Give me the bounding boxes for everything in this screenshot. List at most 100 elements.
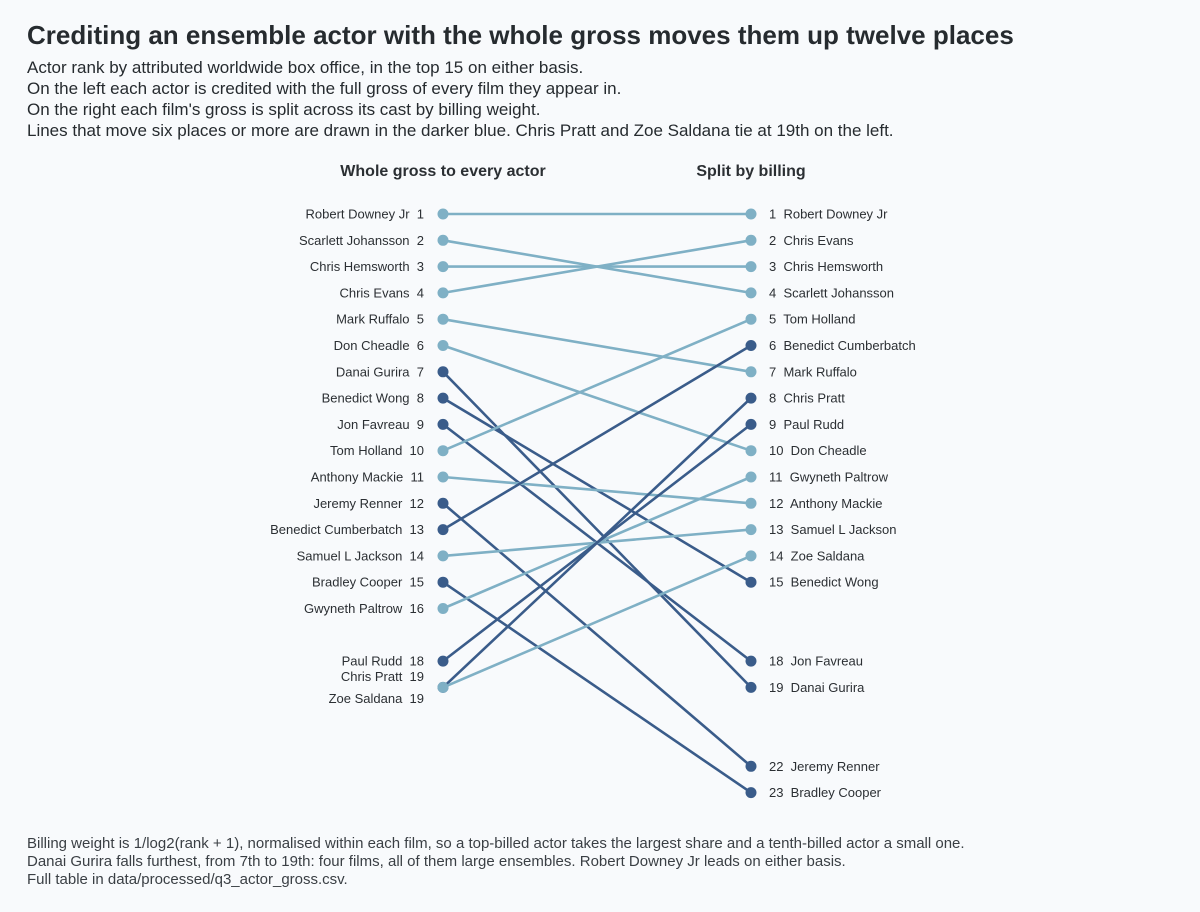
right-rank-dot xyxy=(745,445,757,457)
right-rank-dot xyxy=(745,471,757,483)
left-actor-label: Danai Gurira 7 xyxy=(336,364,424,379)
left-actor-label: Jeremy Renner 12 xyxy=(313,496,424,511)
right-actor-label: 3 Chris Hemsworth xyxy=(769,259,883,274)
right-rank-dot xyxy=(745,681,757,693)
left-actor-label: Samuel L Jackson 14 xyxy=(297,548,424,563)
left-rank-dot xyxy=(437,524,449,536)
subtitle-line: On the left each actor is credited with … xyxy=(27,79,622,98)
chart-footnote: Billing weight is 1/log2(rank + 1), norm… xyxy=(27,835,965,889)
left-actor-label: Gwyneth Paltrow 16 xyxy=(304,601,424,616)
subtitle-line: On the right each film's gross is split … xyxy=(27,100,541,119)
left-rank-dot xyxy=(437,392,449,404)
right-actor-label: 12 Anthony Mackie xyxy=(769,496,882,511)
slope-line xyxy=(441,501,753,768)
right-actor-label: 19 Danai Gurira xyxy=(769,680,865,695)
right-rank-dot xyxy=(745,234,757,246)
subtitle-line: Actor rank by attributed worldwide box o… xyxy=(27,58,584,77)
right-column-header: Split by billing xyxy=(696,163,805,180)
left-rank-dot xyxy=(437,445,449,457)
right-actor-label: 6 Benedict Cumberbatch xyxy=(769,338,916,353)
slope-line xyxy=(441,344,753,453)
slope-line xyxy=(441,239,753,295)
left-actor-label: Jon Favreau 9 xyxy=(337,417,424,432)
slope-line xyxy=(441,580,753,794)
right-actor-label: 7 Mark Ruffalo xyxy=(769,364,857,379)
right-rank-dot xyxy=(745,524,757,536)
left-rank-dot xyxy=(437,681,449,693)
chart-title: Crediting an ensemble actor with the who… xyxy=(27,20,1014,50)
left-rank-dot xyxy=(437,550,449,562)
right-actor-label: 2 Chris Evans xyxy=(769,233,854,248)
right-rank-dot xyxy=(745,418,757,430)
right-rank-dot xyxy=(745,576,757,588)
slope-labels: Robert Downey Jr 1 1 Robert Downey Jr Scar… xyxy=(270,207,916,801)
right-rank-dot xyxy=(745,313,757,325)
left-actor-label: Benedict Cumberbatch 13 xyxy=(270,522,424,537)
right-rank-dot xyxy=(745,550,757,562)
left-rank-dot xyxy=(437,287,449,299)
left-rank-dot xyxy=(437,576,449,588)
right-rank-dot xyxy=(745,655,757,667)
right-actor-label: 15 Benedict Wong xyxy=(769,575,879,590)
footnote-line: Danai Gurira falls furthest, from 7th to… xyxy=(27,853,846,870)
footnote-line: Billing weight is 1/log2(rank + 1), norm… xyxy=(27,835,965,852)
slope-line xyxy=(441,317,753,453)
right-actor-label: 23 Bradley Cooper xyxy=(769,785,882,800)
left-actor-label: Chris Hemsworth 3 xyxy=(310,259,424,274)
right-actor-label: 13 Samuel L Jackson xyxy=(769,522,896,537)
footnote-line: Full table in data/processed/q3_actor_gr… xyxy=(27,871,348,888)
left-actor-label: Bradley Cooper 15 xyxy=(312,575,424,590)
right-actor-label: 9 Paul Rudd xyxy=(769,417,844,432)
right-actor-label: 22 Jeremy Renner xyxy=(769,759,880,774)
slope-line xyxy=(441,554,753,689)
right-actor-label: 18 Jon Favreau xyxy=(769,654,863,669)
left-rank-dot xyxy=(437,603,449,614)
slope-line xyxy=(441,475,753,505)
subtitle-line: Lines that move six places or more are d… xyxy=(27,121,894,140)
left-rank-dot xyxy=(437,313,449,325)
left-actor-label: Paul Rudd 18 xyxy=(342,654,424,669)
left-column-header: Whole gross to every actor xyxy=(340,163,545,180)
right-actor-label: 11 Gwyneth Paltrow xyxy=(769,470,889,485)
left-actor-label: Don Cheadle 6 xyxy=(334,338,424,353)
right-rank-dot xyxy=(745,497,757,509)
left-actor-label: Zoe Saldana 19 xyxy=(329,691,424,706)
right-actor-label: 8 Chris Pratt xyxy=(769,391,845,406)
right-rank-dot xyxy=(745,340,757,351)
left-rank-dot xyxy=(437,208,449,220)
left-rank-dot xyxy=(437,234,449,246)
right-rank-dot xyxy=(745,208,757,220)
left-actor-label: Anthony Mackie 11 xyxy=(311,470,424,485)
left-rank-dot xyxy=(437,471,449,483)
right-actor-label: 10 Don Cheadle xyxy=(769,443,867,458)
slope-dots xyxy=(437,208,757,799)
right-actor-label: 14 Zoe Saldana xyxy=(769,548,865,563)
right-rank-dot xyxy=(745,287,757,299)
right-rank-dot xyxy=(745,392,757,404)
slope-line xyxy=(441,370,753,689)
left-actor-label: Scarlett Johansson 2 xyxy=(299,233,424,248)
chart-subtitle: Actor rank by attributed worldwide box o… xyxy=(27,57,894,141)
slope-line xyxy=(441,396,753,689)
slope-line xyxy=(441,344,753,531)
slope-lines xyxy=(441,212,753,794)
left-actor-label: Robert Downey Jr 1 xyxy=(306,207,425,222)
slope-line xyxy=(441,317,753,374)
right-rank-dot xyxy=(745,366,757,378)
left-actor-label: Tom Holland 10 xyxy=(330,443,424,458)
right-rank-dot xyxy=(745,760,757,772)
right-actor-label: 4 Scarlett Johansson xyxy=(769,285,894,300)
left-rank-dot xyxy=(437,418,449,430)
left-rank-dot xyxy=(437,497,449,509)
left-rank-dot xyxy=(437,261,449,273)
right-actor-label: 5 Tom Holland xyxy=(769,312,855,327)
left-rank-dot xyxy=(437,340,449,351)
left-actor-label: Chris Evans 4 xyxy=(339,285,424,300)
left-actor-label: Chris Pratt 19 xyxy=(341,669,424,684)
right-rank-dot xyxy=(745,261,757,273)
right-actor-label: 1 Robert Downey Jr xyxy=(769,207,888,222)
left-rank-dot xyxy=(437,655,449,667)
left-actor-label: Benedict Wong 8 xyxy=(322,391,424,406)
right-rank-dot xyxy=(745,787,757,799)
